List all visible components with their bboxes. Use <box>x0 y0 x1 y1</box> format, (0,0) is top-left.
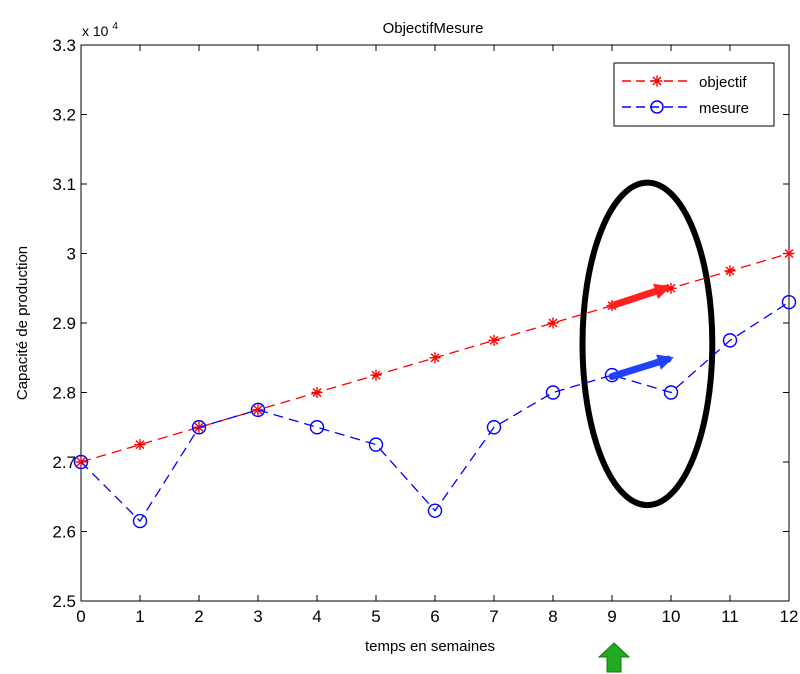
data-point-mesure <box>486 420 502 435</box>
y-tick-label: 3.3 <box>52 36 76 55</box>
legend-marker-mesure <box>650 100 664 114</box>
x-axis-label: temps en semaines <box>365 638 495 655</box>
series-line-mesure <box>80 301 790 523</box>
y-tick-label: 3 <box>67 245 76 264</box>
x-tick-label: 11 <box>721 607 739 626</box>
y-multiplier: x 10 4 <box>82 21 118 39</box>
data-point-mesure <box>309 420 325 435</box>
highlight-arrow-head <box>656 354 674 370</box>
x-tick-label: 10 <box>662 607 681 626</box>
y-axis-label: Capacité de production <box>14 246 31 400</box>
svg-text:x 10 4: x 10 4 <box>82 21 118 39</box>
x-tick-label: 2 <box>194 607 203 626</box>
data-point-mesure <box>663 385 679 400</box>
x-tick-label: 12 <box>780 607 799 626</box>
data-point-objectif <box>429 352 441 364</box>
chart-title: ObjectifMesure <box>383 20 484 37</box>
data-point-objectif <box>547 317 559 329</box>
highlight-ellipse <box>579 179 716 509</box>
plot-area <box>80 44 790 602</box>
y-tick-label: 2.5 <box>52 592 76 611</box>
data-point-objectif <box>783 248 795 259</box>
data-point-mesure <box>250 402 266 418</box>
y-tick-label: 3.2 <box>52 106 76 125</box>
data-point-objectif <box>134 439 146 451</box>
data-point-mesure <box>73 454 89 470</box>
x-tick-label: 9 <box>607 607 616 626</box>
annotations <box>579 179 716 509</box>
y-tick-label: 2.9 <box>52 314 76 333</box>
y-multiplier-base: x 10 <box>82 23 109 39</box>
annotation-arrows <box>597 283 674 673</box>
y-tick-label: 2.7 <box>52 453 76 472</box>
data-point-objectif <box>724 265 736 277</box>
legend-box <box>613 62 775 127</box>
legend: objectif mesure <box>613 62 775 127</box>
data-point-objectif <box>488 334 500 346</box>
data-point-mesure <box>781 294 797 310</box>
data-point-objectif <box>252 404 264 416</box>
data-point-objectif <box>370 369 382 381</box>
y-multiplier-exp: 4 <box>112 21 118 32</box>
legend-label-objectif: objectif <box>699 74 747 91</box>
legend-entry-objectif: objectif <box>622 74 747 91</box>
x-tick-label: 5 <box>371 607 380 626</box>
data-point-mesure <box>132 513 148 529</box>
legend-star-glyph <box>651 75 663 87</box>
y-tick-label: 3.1 <box>52 175 76 194</box>
legend-label-mesure: mesure <box>699 100 749 117</box>
data-point-mesure <box>545 385 561 400</box>
x-tick-label: 1 <box>135 607 144 626</box>
y-tick-label: 2.8 <box>52 384 76 403</box>
green-up-arrow-icon <box>597 642 631 673</box>
data-point-mesure <box>191 420 207 435</box>
legend-entry-mesure: mesure <box>622 100 749 117</box>
legend-marker-objectif <box>651 75 663 87</box>
x-tick-label: 8 <box>548 607 557 626</box>
x-tick-label: 0 <box>76 607 85 626</box>
data-point-mesure <box>368 437 384 452</box>
axis-ticks: 0 1 2 3 4 5 6 7 8 9 10 11 122.52.62.72.82.933.13.23.… <box>52 36 798 626</box>
x-tick-label: 7 <box>489 607 498 626</box>
data-point-objectif <box>311 387 323 398</box>
x-tick-label: 4 <box>312 607 321 626</box>
x-tick-label: 3 <box>253 607 262 626</box>
data-point-mesure <box>427 503 443 518</box>
highlight-arrow-head <box>653 283 671 299</box>
data-point-mesure <box>722 333 738 348</box>
y-tick-label: 2.6 <box>52 523 76 542</box>
x-tick-label: 6 <box>430 607 439 626</box>
